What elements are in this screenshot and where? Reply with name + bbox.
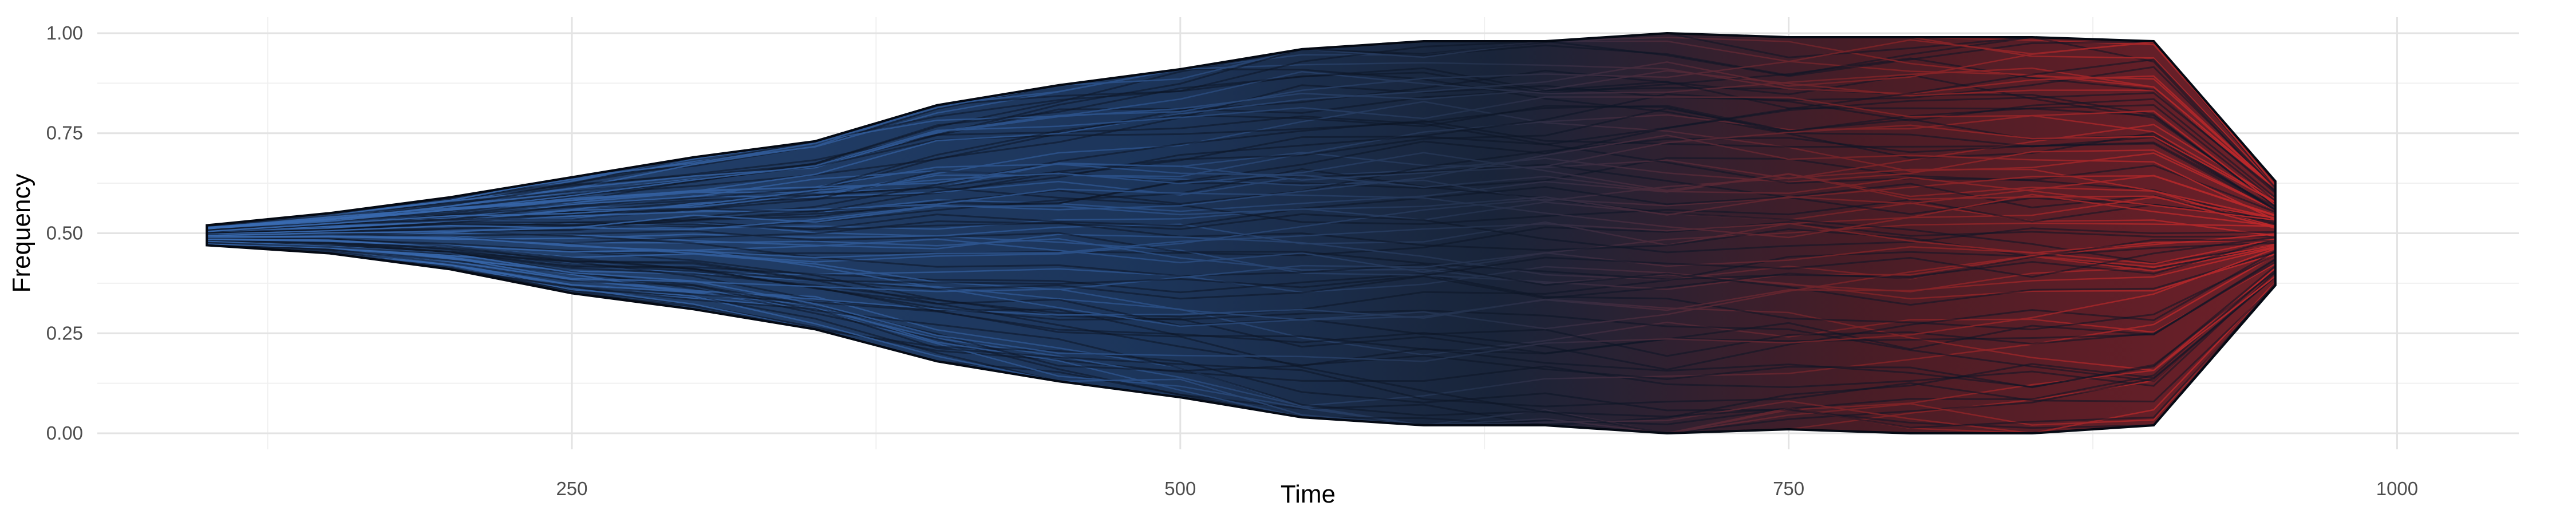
frequency-trajectory bbox=[207, 175, 2276, 263]
frequency-trajectory bbox=[207, 137, 2276, 234]
frequency-trajectory bbox=[207, 32, 2277, 229]
x-tick-label: 500 bbox=[1164, 478, 1196, 499]
y-tick-label: 0.75 bbox=[46, 122, 83, 144]
frequency-trajectory bbox=[207, 243, 2276, 426]
frequency-trajectory bbox=[207, 134, 2276, 236]
frequency-trajectory bbox=[207, 238, 2276, 357]
frequency-trajectory bbox=[207, 239, 2275, 300]
frequency-trajectory bbox=[207, 114, 2276, 233]
frequency-trajectory bbox=[207, 238, 2276, 382]
frequency-trajectory bbox=[207, 40, 2277, 227]
y-tick-label: 0.00 bbox=[46, 422, 83, 444]
x-tick-label: 750 bbox=[1773, 478, 1804, 499]
x-tick-label: 250 bbox=[556, 478, 587, 499]
frequency-trajectory bbox=[207, 243, 2276, 388]
frequency-area bbox=[206, 31, 2277, 435]
frequency-trajectory bbox=[207, 120, 2276, 234]
frequency-trajectory bbox=[207, 183, 2276, 235]
y-axis-title: Frequency bbox=[7, 174, 35, 293]
frequency-trajectory bbox=[207, 234, 2276, 290]
frequency-trajectory bbox=[207, 244, 2276, 407]
frequency-trajectory bbox=[207, 124, 2276, 229]
frequency-trajectory bbox=[207, 244, 2276, 434]
axes: 250 500 750 1000 0.00 0.25 0.50 0.75 1.00 Time Fre… bbox=[7, 22, 2418, 508]
frequency-trajectory bbox=[207, 233, 2275, 330]
frequency-trajectory bbox=[207, 57, 2276, 229]
frequency-trajectory bbox=[207, 105, 2276, 227]
frequency-trajectory bbox=[207, 105, 2276, 232]
frequency-trajectory bbox=[207, 238, 2276, 434]
x-tick-label: 1000 bbox=[2376, 478, 2418, 499]
frequency-trajectory bbox=[207, 240, 2276, 362]
frequency-envelope-outline bbox=[206, 31, 2277, 435]
frequency-trajectory bbox=[207, 67, 2276, 230]
frequency-trajectory bbox=[207, 238, 2275, 318]
frequency-trajectory bbox=[207, 96, 2276, 228]
y-tick-label: 0.25 bbox=[46, 322, 83, 343]
frequency-trajectory bbox=[207, 164, 2276, 234]
frequency-trajectory bbox=[207, 236, 2276, 288]
frequency-trajectory bbox=[207, 187, 2276, 232]
frequency-trajectory bbox=[207, 152, 2276, 232]
frequency-trajectory bbox=[207, 240, 2276, 371]
frequency-trajectory bbox=[207, 230, 2276, 306]
frequency-trajectory bbox=[207, 243, 2276, 321]
frequency-trajectory bbox=[207, 242, 2276, 371]
frequency-trajectory bbox=[207, 240, 2276, 429]
frequency-trajectory bbox=[207, 188, 2276, 239]
frequency-trajectory bbox=[207, 101, 2276, 233]
frequency-trajectory bbox=[207, 39, 2276, 230]
frequency-trajectory bbox=[207, 93, 2276, 233]
frequency-trajectory bbox=[207, 223, 2275, 259]
x-axis-title: Time bbox=[1281, 480, 1336, 508]
y-tick-label: 1.00 bbox=[46, 22, 83, 44]
frequency-trajectory bbox=[207, 41, 2276, 230]
frequency-trajectory bbox=[207, 213, 2275, 254]
frequency-trajectory bbox=[207, 239, 2276, 354]
y-tick-label: 0.50 bbox=[46, 223, 83, 244]
